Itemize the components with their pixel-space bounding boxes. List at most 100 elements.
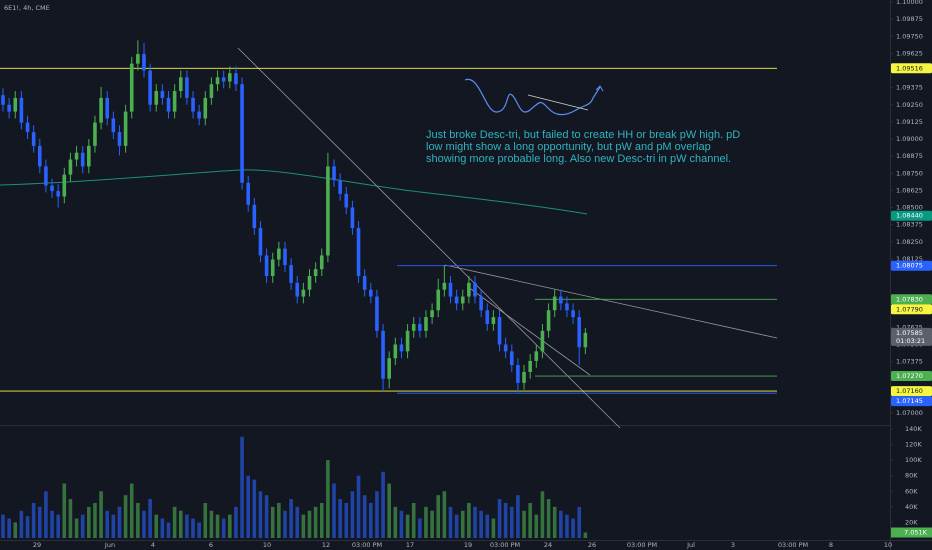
volume-bar	[277, 502, 281, 538]
volume-bar	[546, 499, 551, 538]
volume-bar	[234, 506, 238, 538]
x-tick-label: 29	[33, 541, 41, 549]
volume-bar	[283, 510, 287, 538]
candle-body	[148, 70, 152, 105]
candle-body	[277, 248, 281, 260]
volume-bar	[473, 506, 477, 538]
x-tick-label: 03:00 PM	[352, 541, 382, 549]
volume-tick-label: 20K	[905, 518, 918, 526]
volume-bar	[491, 518, 496, 538]
annotation-text: showing more probable long. Also new Des…	[426, 153, 731, 165]
candle-body	[565, 303, 569, 311]
volume-tick-label: 140K	[905, 425, 922, 433]
x-tick-label: 12	[322, 541, 330, 549]
volume-tick-label: 120K	[905, 441, 922, 449]
candle-body	[430, 310, 434, 318]
volume-bar	[577, 506, 582, 538]
volume-bar	[565, 514, 569, 538]
candle-body	[313, 269, 318, 277]
candle-body	[418, 323, 422, 331]
volume-bar	[185, 514, 189, 538]
y-tick-label: 1.10000	[896, 0, 923, 6]
y-tick-label: 1.09250	[896, 101, 923, 109]
volume-bar	[148, 499, 152, 538]
candle-body	[516, 365, 520, 383]
volume-bar	[160, 518, 165, 538]
volume-tick-label: 60K	[905, 487, 918, 495]
volume-bar	[559, 510, 563, 538]
volume-tick-label: 100K	[905, 456, 922, 464]
volume-bar	[411, 502, 416, 538]
volume-bar	[460, 510, 465, 538]
volume-bar	[142, 510, 146, 538]
candle-body	[50, 185, 54, 192]
sketch-curve	[464, 78, 601, 116]
candle-body	[540, 330, 545, 352]
candle-body	[454, 296, 459, 304]
y-tick-label: 1.08250	[896, 238, 923, 246]
volume-bar	[209, 510, 214, 538]
y-tick-label: 1.08375	[896, 221, 923, 229]
volume-tick-label: 80K	[905, 472, 918, 480]
candle-body	[497, 317, 502, 345]
volume-bar	[44, 491, 48, 538]
volume-bar	[405, 514, 410, 538]
chart-title: 6E1!, 4h, CME	[4, 4, 50, 12]
candle-body	[467, 282, 471, 297]
price-badge-label: 1.08075	[896, 262, 923, 270]
candle-body	[307, 276, 312, 290]
x-tick-label: Jul	[686, 541, 695, 549]
x-tick-label: Jun	[104, 541, 115, 549]
candle-body	[344, 193, 349, 208]
candle-body	[436, 289, 441, 311]
volume-bar	[99, 491, 103, 538]
candle-body	[123, 111, 128, 146]
y-tick-label: 1.09625	[896, 49, 923, 57]
volume-bar	[19, 510, 24, 538]
volume-bar	[344, 502, 349, 538]
y-tick-label: 1.08500	[896, 204, 923, 212]
volume-bar	[37, 506, 42, 538]
candle-body	[68, 159, 73, 175]
candle-body	[411, 323, 416, 331]
volume-bar	[172, 506, 177, 538]
volume-bar	[418, 518, 422, 538]
volume-tick-label: 40K	[905, 503, 918, 511]
price-badge	[891, 371, 932, 382]
x-tick-label: 3	[731, 541, 735, 549]
volume-bar	[289, 499, 293, 538]
volume-bar	[1, 514, 5, 538]
candle-body	[37, 145, 42, 167]
candle-body	[283, 248, 287, 266]
y-tick-label: 1.08750	[896, 169, 923, 177]
volume-bar	[7, 518, 11, 538]
candle-body	[577, 317, 582, 348]
candle-body	[215, 77, 220, 85]
volume-last-label: 7.051K	[904, 529, 928, 537]
price-badge-label: 1.08440	[896, 212, 923, 220]
candle-body	[80, 152, 85, 167]
volume-bar	[424, 506, 428, 538]
volume-bar	[503, 502, 508, 538]
volume-bar	[338, 499, 342, 538]
volume-bar	[31, 502, 36, 538]
candle-body	[87, 145, 91, 167]
candle-body	[203, 97, 208, 119]
candle-body	[228, 73, 232, 82]
trend-line	[237, 47, 621, 429]
price-badge	[891, 63, 932, 74]
volume-bar	[191, 518, 195, 538]
price-badge	[891, 396, 932, 407]
candle-body	[209, 84, 214, 98]
candle-body	[393, 344, 398, 359]
volume-bar	[178, 510, 183, 538]
volume-bar	[307, 510, 312, 538]
candle-body	[381, 330, 385, 379]
candle-body	[197, 111, 201, 119]
candle-body	[31, 132, 36, 146]
y-tick-label: 1.07375	[896, 358, 923, 366]
x-tick-label: 03:00 PM	[778, 541, 808, 549]
volume-bar	[448, 506, 453, 538]
candle-body	[117, 132, 122, 146]
